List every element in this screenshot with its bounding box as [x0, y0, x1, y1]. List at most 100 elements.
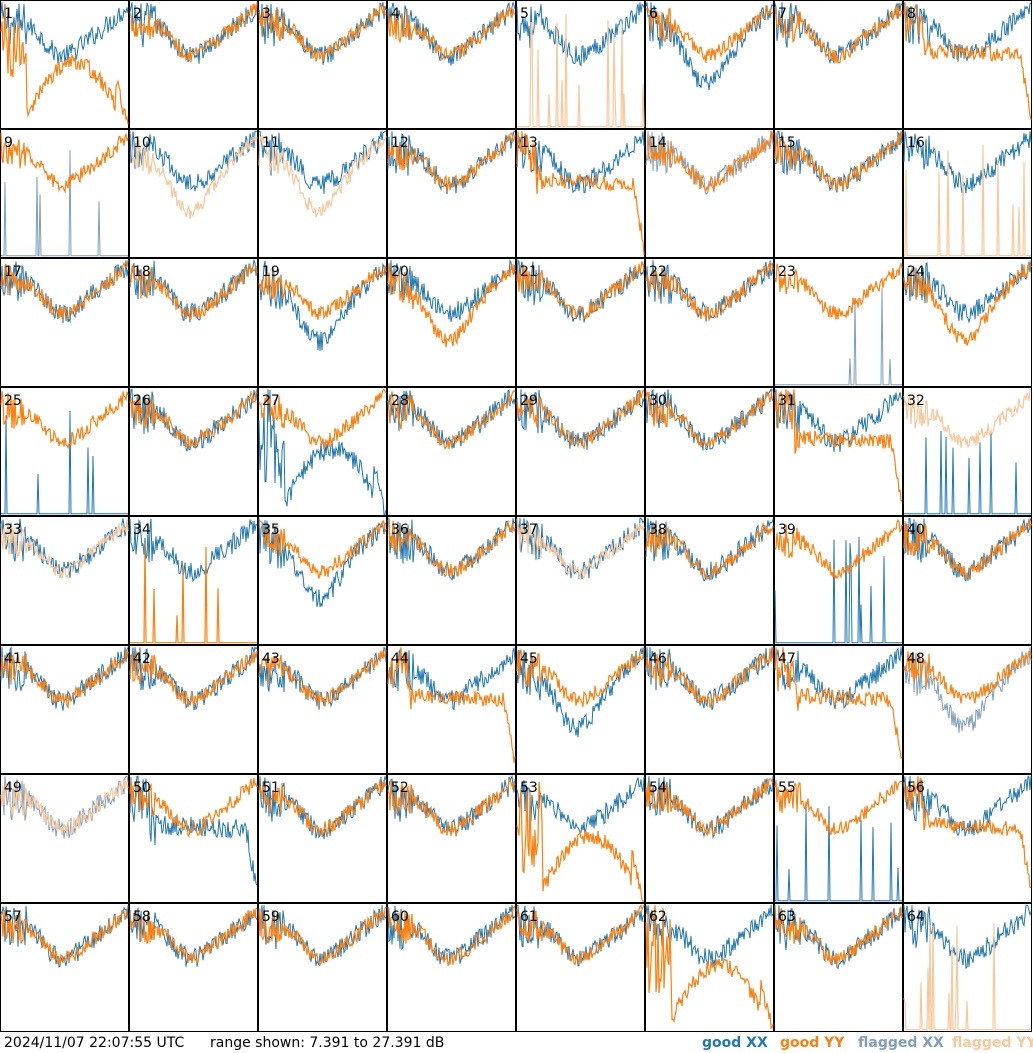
panel-label: 58: [133, 909, 151, 925]
antenna-panel-11: 11: [258, 129, 387, 258]
antenna-panel-12: 12: [387, 129, 516, 258]
antenna-panel-46: 46: [645, 645, 774, 774]
antenna-panel-35: 35: [258, 516, 387, 645]
antenna-panel-41: 41: [0, 645, 129, 774]
panel-label: 31: [778, 393, 796, 409]
panel-label: 16: [907, 135, 925, 151]
yy-series-line: [0, 132, 129, 194]
yy-series-line: [129, 777, 258, 838]
yy-series-line: [258, 135, 387, 218]
antenna-panel-42: 42: [129, 645, 258, 774]
antenna-panel-22: 22: [645, 258, 774, 387]
panel-label: 3: [262, 6, 271, 22]
panel-label: 28: [391, 393, 409, 409]
panel-label: 2: [133, 6, 142, 22]
antenna-panel-3: 3: [258, 0, 387, 129]
yy-series-line: [258, 519, 387, 579]
xx-series-line: [645, 647, 774, 710]
yy-series-line: [517, 13, 645, 128]
panel-label: 48: [907, 651, 925, 667]
antenna-panel-55: 55: [774, 774, 903, 903]
antenna-panel-38: 38: [645, 516, 774, 645]
antenna-panel-6: 6: [645, 0, 774, 129]
xx-series-line: [903, 131, 1032, 194]
yy-series-line: [258, 906, 387, 967]
antenna-panel-20: 20: [387, 258, 516, 387]
yy-series-line: [645, 4, 774, 63]
range-shown: range shown: 7.391 to 27.391 dB: [210, 1035, 445, 1051]
panel-frame: [516, 258, 645, 387]
xx-series-line: [258, 389, 387, 515]
antenna-panel-56: 56: [903, 774, 1032, 903]
antenna-panel-24: 24: [903, 258, 1032, 387]
panel-label: 36: [391, 522, 409, 538]
panel-frame: [516, 903, 645, 1032]
panel-label: 41: [4, 651, 22, 667]
antenna-panel-33: 33: [0, 516, 129, 645]
yy-series-line: [516, 781, 644, 902]
yy-series-line: [774, 906, 903, 966]
yy-series-line: [0, 908, 129, 965]
antenna-panel-25: 25: [0, 387, 129, 516]
panel-label: 34: [133, 522, 151, 538]
xx-series-line: [645, 905, 774, 968]
antenna-panel-14: 14: [645, 129, 774, 258]
yy-series-line: [258, 649, 387, 707]
panel-label: 47: [778, 651, 796, 667]
antenna-panel-62: 62: [645, 903, 774, 1032]
yy-series-line: [516, 904, 645, 966]
xx-series-line: [645, 2, 774, 91]
yy-series-line: [258, 779, 387, 838]
xx-series-line: [903, 260, 1032, 324]
panel-label: 23: [778, 264, 796, 280]
panel-label: 33: [4, 522, 22, 538]
yy-series-line: [774, 647, 903, 759]
panel-frame: [129, 387, 258, 516]
yy-series-line: [645, 389, 774, 449]
antenna-panel-58: 58: [129, 903, 258, 1032]
xx-series-line: [129, 775, 258, 886]
yy-series-line: [774, 518, 903, 581]
yy-series-line: [387, 263, 516, 348]
antenna-panel-47: 47: [774, 645, 903, 774]
xx-series-line: [129, 130, 257, 192]
panel-label: 11: [262, 135, 280, 151]
xx-series-line: [516, 258, 645, 323]
yy-series-line: [903, 776, 1032, 889]
antenna-panel-37: 37: [516, 516, 645, 645]
xx-series-line: [775, 804, 902, 902]
panel-label: 24: [907, 264, 925, 280]
antenna-panel-1: 1: [0, 0, 129, 129]
xx-series-line: [1, 410, 128, 515]
antenna-panel-18: 18: [129, 258, 258, 387]
yy-series-line: [0, 778, 129, 837]
panel-label: 40: [907, 522, 925, 538]
legend-good-xx: good XX: [702, 1035, 768, 1051]
yy-series-line: [516, 518, 645, 580]
antenna-panel-19: 19: [258, 258, 387, 387]
yy-series-line: [387, 519, 516, 578]
panel-label: 61: [520, 909, 538, 925]
panel-label: 13: [520, 135, 538, 151]
yy-series-line: [645, 905, 774, 1030]
antenna-panel-26: 26: [129, 387, 258, 516]
yy-series-line: [645, 262, 774, 321]
yy-series-line: [516, 647, 645, 707]
antenna-panel-15: 15: [774, 129, 903, 258]
panel-label: 52: [391, 780, 409, 796]
panel-label: 9: [4, 135, 13, 151]
timestamp: 2024/11/07 22:07:55 UTC: [4, 1035, 185, 1051]
panel-label: 49: [4, 780, 22, 796]
panel-label: 1: [4, 6, 13, 22]
panel-label: 17: [4, 264, 22, 280]
yy-series-line: [387, 4, 516, 61]
xx-series-line: [904, 430, 1031, 515]
yy-series-line: [645, 778, 774, 836]
yy-series-line: [129, 262, 258, 320]
antenna-panel-43: 43: [258, 645, 387, 774]
yy-series-line: [387, 131, 516, 192]
yy-series-line: [903, 518, 1032, 579]
yy-series-line: [0, 518, 129, 580]
yy-series-line: [258, 388, 387, 450]
panel-label: 32: [907, 393, 925, 409]
